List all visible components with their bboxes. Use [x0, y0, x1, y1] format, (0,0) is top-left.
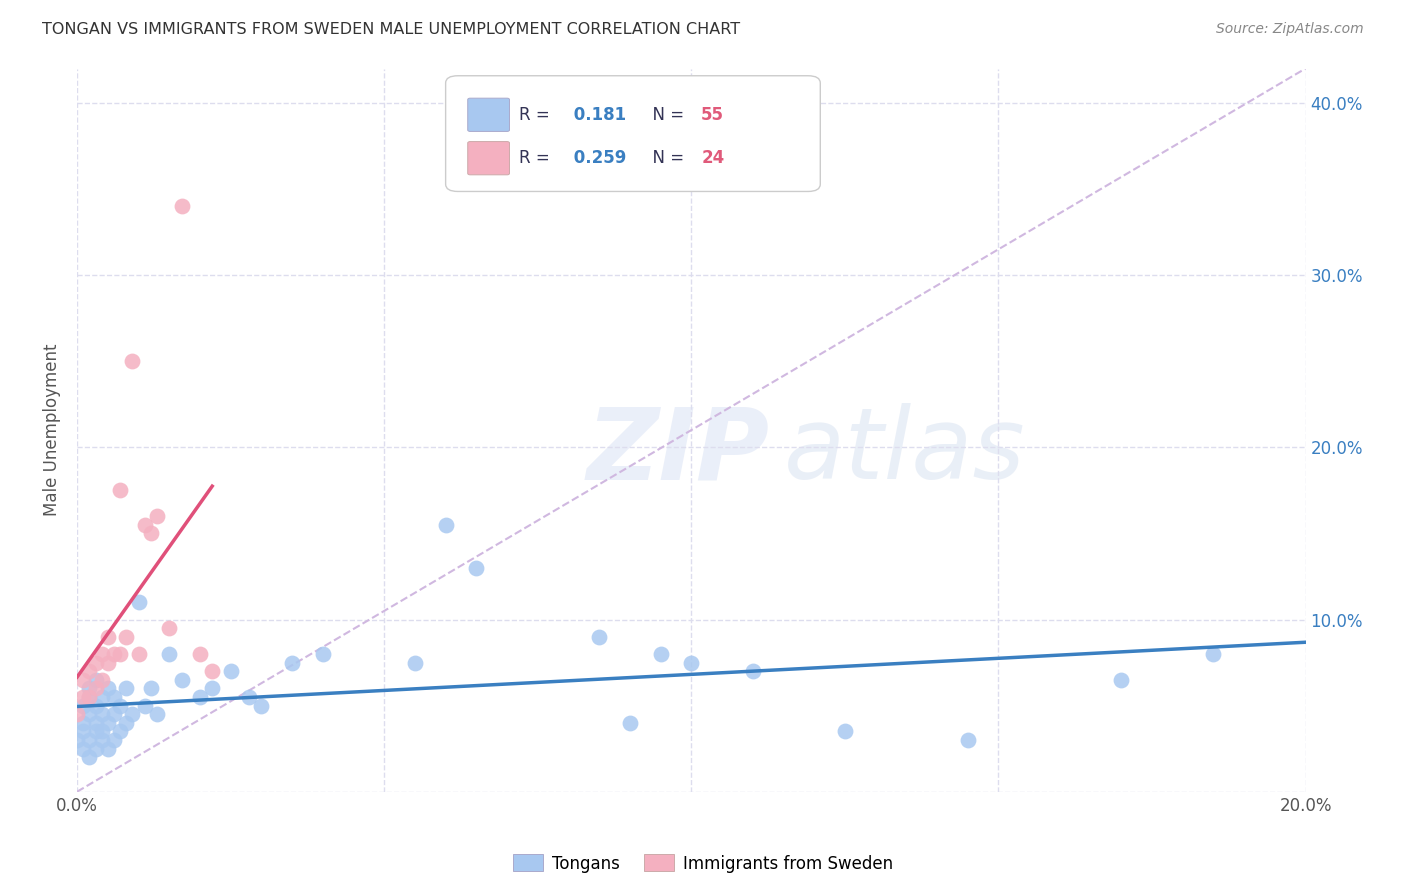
Text: ZIP: ZIP: [586, 403, 770, 500]
Point: [128, 595, 150, 609]
Point: [1109, 673, 1132, 687]
Point: [84, 715, 107, 730]
Point: [170, 199, 193, 213]
FancyBboxPatch shape: [468, 98, 509, 131]
Text: R =: R =: [519, 149, 555, 167]
Point: [1202, 647, 1225, 661]
Point: [72, 741, 94, 756]
FancyBboxPatch shape: [468, 142, 509, 175]
Point: [139, 681, 162, 696]
Point: [72, 724, 94, 739]
Point: [404, 656, 426, 670]
Point: [84, 698, 107, 713]
Point: [72, 715, 94, 730]
Point: [219, 664, 242, 678]
Point: [79, 664, 101, 678]
Point: [201, 664, 224, 678]
Point: [139, 526, 162, 541]
Point: [956, 733, 979, 747]
Point: [170, 673, 193, 687]
Point: [84, 724, 107, 739]
Point: [834, 724, 856, 739]
Point: [134, 517, 156, 532]
Point: [97, 630, 120, 644]
Point: [97, 681, 120, 696]
Point: [465, 561, 488, 575]
Point: [108, 647, 131, 661]
Point: [188, 647, 211, 661]
Point: [97, 656, 120, 670]
Point: [90, 707, 112, 722]
Point: [588, 630, 610, 644]
Point: [128, 647, 150, 661]
Text: 24: 24: [702, 149, 724, 167]
Text: 55: 55: [702, 106, 724, 124]
Point: [72, 673, 94, 687]
Point: [90, 647, 112, 661]
Point: [84, 681, 107, 696]
Point: [84, 656, 107, 670]
Point: [79, 707, 101, 722]
Point: [146, 509, 169, 524]
Point: [84, 741, 107, 756]
Point: [103, 733, 125, 747]
Point: [650, 647, 672, 661]
Point: [66, 707, 89, 722]
Point: [72, 690, 94, 704]
Legend: Tongans, Immigrants from Sweden: Tongans, Immigrants from Sweden: [506, 847, 900, 880]
Point: [90, 690, 112, 704]
Point: [97, 715, 120, 730]
Point: [201, 681, 224, 696]
Point: [115, 630, 138, 644]
Point: [188, 690, 211, 704]
Text: TONGAN VS IMMIGRANTS FROM SWEDEN MALE UNEMPLOYMENT CORRELATION CHART: TONGAN VS IMMIGRANTS FROM SWEDEN MALE UN…: [42, 22, 741, 37]
Point: [108, 483, 131, 498]
Point: [157, 647, 180, 661]
Point: [79, 690, 101, 704]
Point: [79, 690, 101, 704]
Point: [79, 681, 101, 696]
Point: [90, 673, 112, 687]
Point: [238, 690, 260, 704]
Point: [90, 724, 112, 739]
Text: N =: N =: [643, 106, 689, 124]
Text: 0.181: 0.181: [568, 106, 627, 124]
Point: [103, 647, 125, 661]
Point: [108, 724, 131, 739]
Point: [281, 656, 304, 670]
Y-axis label: Male Unemployment: Male Unemployment: [44, 343, 60, 516]
Text: N =: N =: [643, 149, 689, 167]
Point: [121, 354, 143, 368]
Point: [434, 517, 457, 532]
Point: [79, 750, 101, 764]
Text: R =: R =: [519, 106, 555, 124]
Text: Source: ZipAtlas.com: Source: ZipAtlas.com: [1216, 22, 1364, 37]
Point: [619, 715, 641, 730]
Text: 0.259: 0.259: [568, 149, 627, 167]
Point: [681, 656, 703, 670]
Point: [108, 698, 131, 713]
FancyBboxPatch shape: [446, 76, 820, 192]
Point: [72, 698, 94, 713]
Point: [90, 733, 112, 747]
Point: [250, 698, 273, 713]
Point: [115, 715, 138, 730]
Point: [312, 647, 335, 661]
Point: [121, 707, 143, 722]
Point: [146, 707, 169, 722]
Point: [134, 698, 156, 713]
Point: [79, 733, 101, 747]
Point: [115, 681, 138, 696]
Point: [66, 733, 89, 747]
Point: [103, 690, 125, 704]
Point: [157, 621, 180, 635]
Text: atlas: atlas: [783, 403, 1025, 500]
Point: [84, 673, 107, 687]
Point: [97, 741, 120, 756]
Point: [103, 707, 125, 722]
Point: [741, 664, 763, 678]
